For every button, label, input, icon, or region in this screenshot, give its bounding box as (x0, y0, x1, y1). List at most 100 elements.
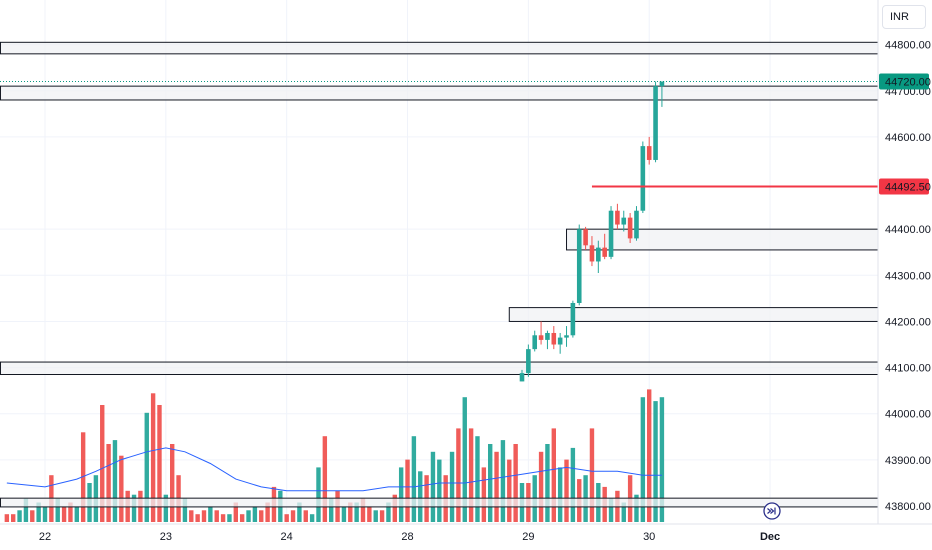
candle-body (538, 335, 544, 340)
candle-body (627, 217, 633, 239)
price-tick-label: 44000.00 (885, 409, 931, 421)
volume-bar (373, 510, 378, 522)
volume-bar (570, 447, 576, 522)
candle-body (583, 229, 588, 246)
volume-bar (348, 502, 353, 522)
volume-bar (621, 502, 626, 522)
volume-bar (329, 498, 334, 522)
volume-bar (405, 459, 410, 522)
volume-bar (309, 514, 315, 522)
volume-bar (265, 502, 270, 522)
volume-bar (545, 444, 550, 522)
volume-bar (481, 467, 487, 522)
volume-bar (392, 494, 397, 522)
volume-bar (290, 510, 296, 522)
chart-grid (0, 0, 878, 524)
volume-bar (61, 506, 67, 522)
volume-bar (68, 502, 73, 522)
scroll-to-realtime-button[interactable] (763, 502, 781, 520)
volume-bar (430, 451, 436, 522)
volume-bar (513, 444, 518, 522)
volume-bar (647, 389, 652, 522)
volume-bar (170, 444, 175, 522)
time-tick-label: 30 (643, 531, 655, 543)
candle-body (615, 210, 620, 225)
volume-bar (564, 459, 569, 522)
price-tick-label: 44300.00 (885, 270, 931, 282)
candle-body (653, 86, 658, 160)
volume-bar (659, 397, 665, 522)
volume-bar (354, 502, 359, 522)
volume-bar (551, 428, 556, 522)
volume-bar (507, 459, 512, 522)
volume-bar (303, 510, 308, 522)
last-price-label: 44720.00 (885, 77, 931, 89)
volume-bar (201, 510, 207, 522)
candle-body (570, 302, 576, 336)
marked-level-label: 44492.50 (885, 181, 931, 193)
volume-bar (640, 397, 646, 522)
price-zone (0, 85, 879, 101)
volume-bar (157, 405, 162, 522)
volume-bar (379, 510, 385, 522)
volume-bar (182, 498, 188, 522)
volume-bar (449, 451, 455, 522)
volume-bar (119, 455, 124, 522)
candle-body (621, 217, 627, 225)
volume-bar (462, 397, 467, 522)
volume-bar (297, 502, 302, 522)
volume-bar (456, 428, 461, 522)
volume-bar (538, 451, 544, 522)
candle-body (659, 81, 665, 87)
volume-bar (30, 510, 35, 522)
time-axis[interactable]: 22 23 24 28 29 30 Dec (39, 531, 780, 543)
candle-body (532, 335, 538, 350)
volume-bar (4, 514, 10, 522)
volume-bar (227, 514, 232, 522)
price-zone (508, 307, 879, 322)
volume-bar (55, 498, 60, 522)
volume-bar (653, 401, 658, 522)
price-zone (0, 41, 879, 55)
volume-bar (163, 494, 169, 522)
volume-bar (195, 514, 200, 522)
volume-bar (437, 459, 442, 522)
support-resistance-zones (0, 41, 879, 508)
volume-bar (17, 510, 22, 522)
time-tick-label: 24 (281, 531, 293, 543)
volume-bar (144, 412, 149, 522)
volume-bar (246, 510, 251, 522)
candle-body (519, 373, 525, 382)
scroll-to-realtime-icon[interactable] (763, 502, 781, 520)
volume-bar (500, 440, 506, 522)
volume-bar (634, 494, 639, 522)
candle-body (551, 332, 557, 345)
candle-body (576, 229, 582, 303)
volume-moving-average (6, 447, 662, 492)
candle-body (634, 210, 639, 239)
price-labels: 44492.50 44720.00 (879, 73, 931, 195)
volume-bar (386, 502, 391, 522)
volume-bar (468, 428, 474, 522)
time-tick-label: 22 (39, 531, 51, 543)
price-tick-label: 44400.00 (885, 224, 931, 236)
volume-bar (367, 506, 372, 522)
last-price-label-bg (879, 73, 929, 90)
time-tick-label: 28 (401, 531, 413, 543)
volume-bar (475, 436, 480, 522)
candle-body (646, 146, 652, 160)
volume-bar (398, 467, 404, 522)
marked-level-label-bg (879, 178, 929, 195)
volume-bar (220, 514, 226, 522)
volume-ma-line (6, 447, 662, 492)
volume-bar (322, 436, 328, 522)
volume-bar (80, 432, 86, 522)
double-chevron-right-icon (767, 507, 776, 515)
price-zone (0, 497, 879, 508)
volume-bar (11, 514, 16, 522)
volume-bar (418, 471, 423, 522)
currency-selector[interactable]: INR (882, 5, 926, 29)
price-axis[interactable]: 44800.0044700.0044600.0044400.0044300.00… (885, 40, 931, 513)
price-tick-label: 44200.00 (885, 316, 931, 328)
